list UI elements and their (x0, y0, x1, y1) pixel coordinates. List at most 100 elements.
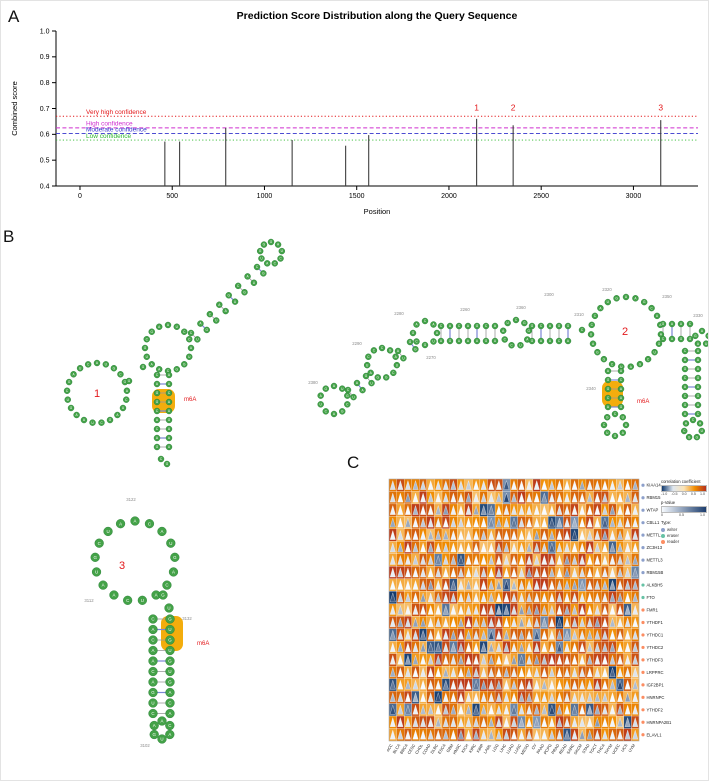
svg-text:A: A (685, 422, 688, 426)
svg-text:G: G (263, 243, 266, 247)
svg-text:U: U (281, 249, 284, 253)
svg-text:G: G (377, 376, 380, 380)
structure-number: 2 (622, 326, 628, 338)
svg-text:C: C (125, 398, 128, 402)
svg-text:G: G (176, 367, 179, 371)
svg-text:U: U (253, 281, 256, 285)
svg-text:U: U (91, 421, 94, 425)
svg-text:U: U (701, 429, 704, 433)
row-type-dot (641, 583, 645, 587)
svg-text:U: U (396, 363, 399, 367)
svg-text:U: U (95, 570, 98, 575)
svg-text:G: G (113, 366, 116, 370)
svg-text:A: A (634, 296, 637, 300)
svg-text:C: C (151, 669, 154, 674)
m6a-highlight-layer (602, 381, 623, 407)
svg-text:A: A (158, 325, 161, 329)
col-label: LIHC (498, 743, 507, 753)
svg-text:A: A (415, 323, 418, 327)
svg-text:U: U (151, 701, 154, 706)
base-pair-lines (156, 618, 167, 714)
svg-text:C: C (168, 391, 171, 395)
y-axis-label: Combined score (10, 81, 19, 136)
svg-text:A: A (432, 323, 435, 327)
col-label: KIRC (468, 743, 477, 754)
svg-text:G: G (262, 272, 265, 276)
svg-text:A: A (549, 324, 552, 328)
svg-text:G: G (70, 406, 73, 410)
svg-text:G: G (168, 617, 172, 622)
svg-text:A: A (701, 329, 704, 333)
peak-label: 1 (474, 102, 479, 112)
svg-text:0.8: 0.8 (40, 80, 50, 87)
col-label: HNSC (452, 743, 462, 755)
svg-text:U: U (458, 339, 461, 343)
svg-text:G: G (206, 328, 209, 332)
corr-tick: 1.0 (699, 492, 705, 497)
svg-text:A: A (156, 418, 159, 422)
position-label: 2350 (662, 294, 672, 299)
col-label: KICH (460, 743, 469, 754)
svg-text:C: C (697, 412, 700, 416)
svg-text:A: A (660, 333, 663, 337)
svg-text:C: C (614, 412, 617, 416)
svg-text:G: G (144, 346, 147, 350)
corr-tick: -0.5 (671, 492, 678, 497)
col-label: KIRP (475, 743, 484, 754)
svg-text:U: U (705, 342, 708, 346)
svg-text:C: C (346, 402, 349, 406)
threshold-label: Very high confidence (86, 109, 147, 116)
svg-text:A: A (160, 529, 163, 534)
svg-text:A: A (333, 384, 336, 388)
svg-text:A: A (167, 323, 170, 327)
svg-text:C: C (540, 324, 543, 328)
svg-text:U: U (366, 363, 369, 367)
threshold-label: Moderate confidence (86, 126, 147, 133)
svg-text:2000: 2000 (441, 193, 457, 200)
col-label: CHOL (414, 742, 425, 755)
col-label: DLBC (429, 743, 439, 755)
row-label: YTHDF1 (647, 620, 664, 625)
svg-text:A: A (76, 413, 79, 417)
svg-text:G: G (161, 593, 165, 598)
svg-text:C: C (167, 369, 170, 373)
svg-text:U: U (106, 529, 109, 534)
svg-text:A: A (277, 243, 280, 247)
row-type-dot (641, 508, 645, 512)
position-label: 2340 (586, 386, 596, 391)
svg-text:A: A (225, 309, 228, 313)
type-dot (661, 527, 665, 532)
position-label: 2290 (352, 341, 362, 346)
svg-text:A: A (83, 418, 86, 422)
regulator-cancer-heatmap: KIAA1429 RBM15 WTAP CBLL1 METTL14 ZC3H13 METTL… (387, 478, 672, 756)
svg-text:A: A (190, 346, 193, 350)
type-legend-item: eraser (661, 533, 708, 539)
corr-gradient-bar (661, 485, 707, 493)
col-label: UVM (627, 743, 636, 753)
svg-text:C: C (607, 396, 610, 400)
svg-text:U: U (625, 295, 628, 299)
col-label: TGCT (588, 742, 598, 754)
svg-text:U: U (656, 314, 659, 318)
svg-text:U: U (440, 339, 443, 343)
svg-text:A: A (436, 331, 439, 335)
corr-tick: 0.0 (681, 492, 687, 497)
svg-text:A: A (592, 342, 595, 346)
svg-text:G: G (688, 435, 691, 439)
prediction-score-chart: Prediction Score Distribution along the … (10, 10, 698, 216)
svg-text:A: A (684, 385, 687, 389)
row-label: METTL14 (647, 533, 666, 538)
svg-text:U: U (620, 365, 623, 369)
svg-text:U: U (79, 366, 82, 370)
svg-text:A: A (449, 324, 452, 328)
svg-text:U: U (105, 362, 108, 366)
heatmap-border (388, 478, 640, 742)
svg-text:A: A (659, 323, 662, 327)
svg-text:C: C (591, 323, 594, 327)
row-label: WTAP (647, 508, 659, 513)
col-label: LGG (491, 743, 500, 753)
position-label: 2270 (426, 355, 436, 360)
svg-text:G: G (531, 324, 534, 328)
